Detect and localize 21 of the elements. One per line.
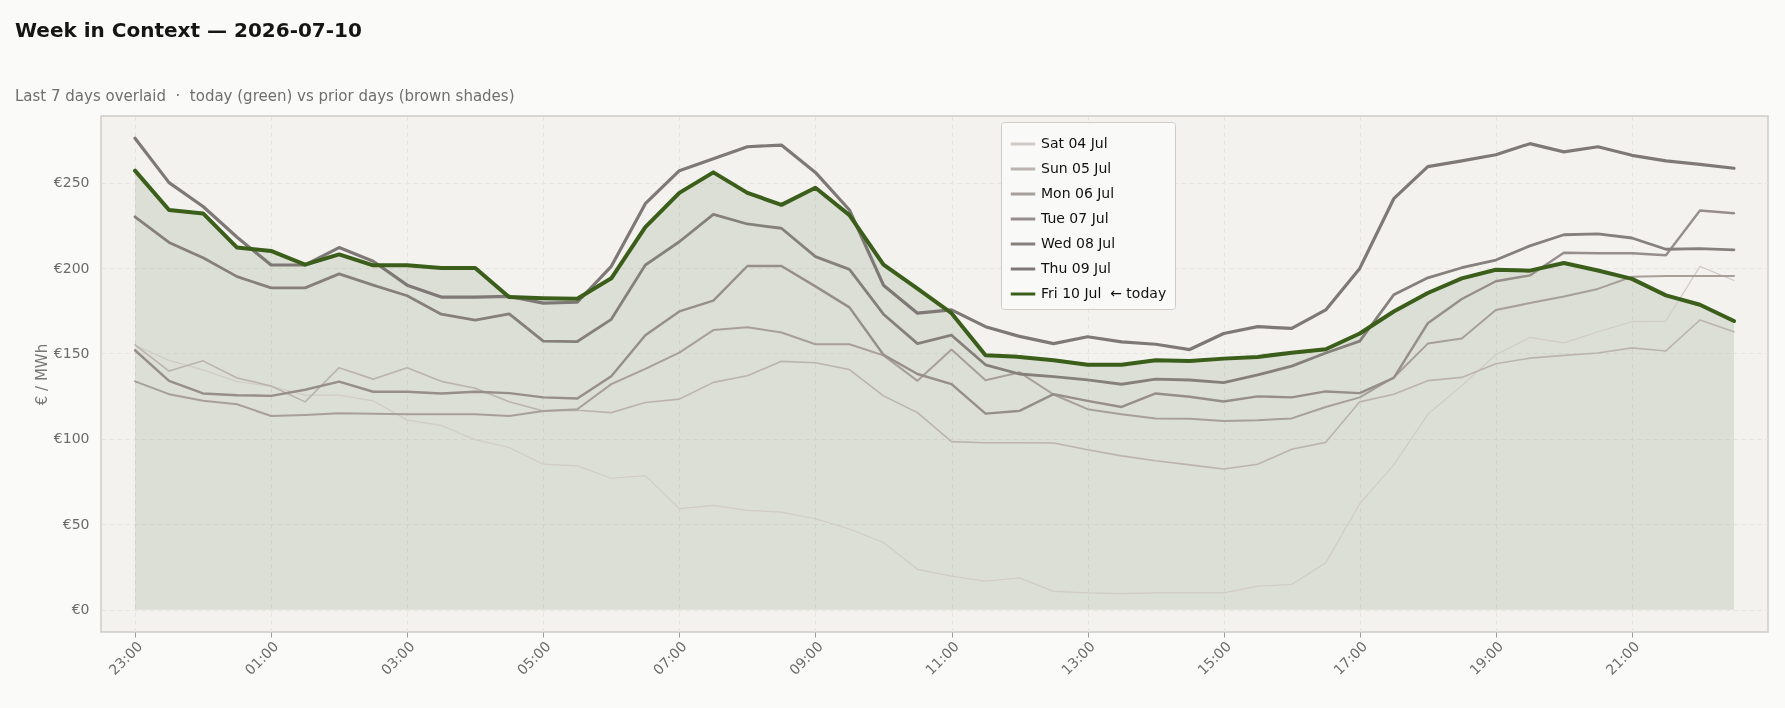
- legend-label: Mon 06 Jul: [1041, 185, 1115, 201]
- y-axis-title: € / MWh: [32, 343, 51, 406]
- y-tick-label: €50: [62, 515, 90, 532]
- line-series: [133, 213, 1736, 386]
- line-series: [134, 275, 1735, 422]
- legend-label: Thu 09 Jul: [1040, 260, 1111, 276]
- y-tick-label: €150: [53, 345, 90, 361]
- line-series: [134, 319, 1735, 470]
- y-tick-label: €100: [53, 430, 90, 447]
- chart-title: Week in Context — 2026-07-10: [15, 18, 362, 42]
- line-series: [133, 209, 1736, 415]
- y-tick-label: €0: [71, 601, 90, 618]
- y-tick-label: €200: [53, 259, 90, 276]
- y-tick-label: €250: [53, 174, 90, 191]
- legend-label: Sat 04 Jul: [1041, 135, 1108, 151]
- legend-label: Sun 05 Jul: [1041, 160, 1112, 176]
- legend-label: Fri 10 Jul ← today: [1041, 285, 1167, 301]
- legend-label: Tue 07 Jul: [1040, 210, 1109, 226]
- line-series: [133, 136, 1736, 352]
- chart-subtitle: Last 7 days overlaid · today (green) vs prior days (brown shades): [15, 87, 515, 105]
- legend-label: Wed 08 Jul: [1041, 235, 1116, 251]
